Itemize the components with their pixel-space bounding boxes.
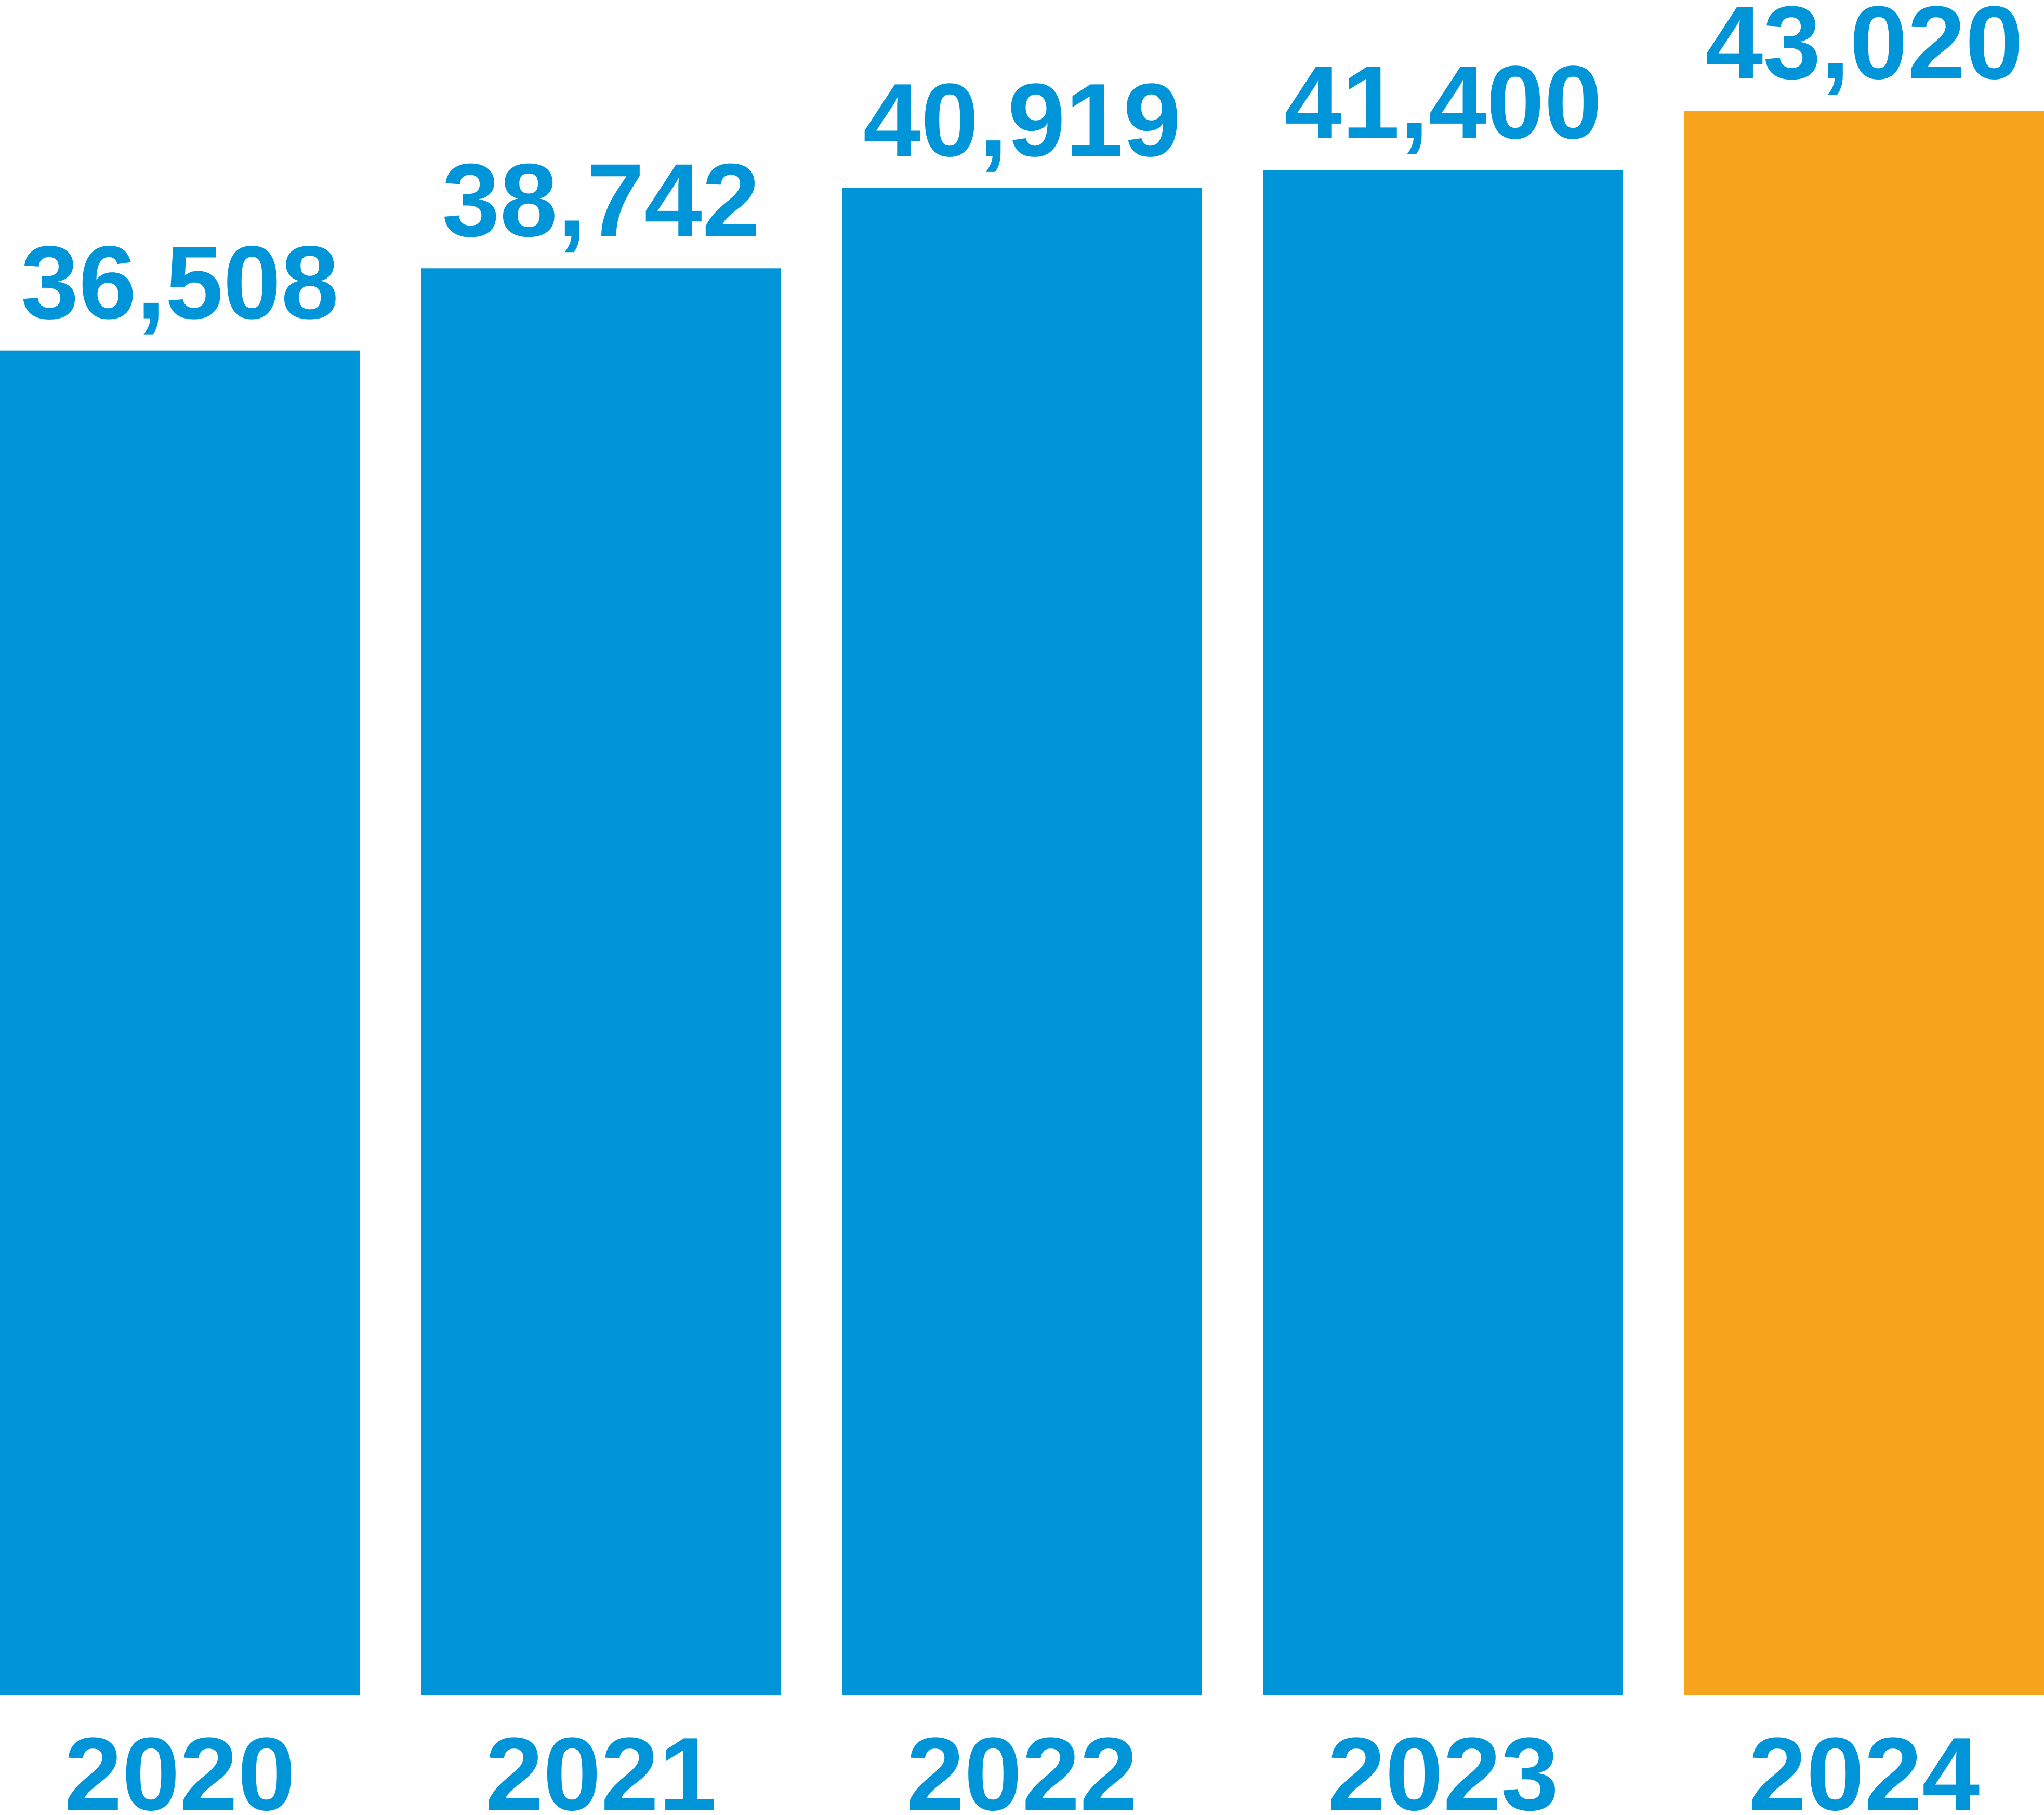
value-label: 36,508: [21, 225, 339, 341]
value-label: 41,400: [1284, 45, 1602, 161]
x-tick-label: 2022: [906, 1716, 1138, 1815]
bar: [1263, 170, 1623, 1696]
x-tick-label: 2024: [1749, 1716, 1980, 1815]
x-tick-label: 2020: [64, 1716, 296, 1815]
value-label: 40,919: [863, 62, 1181, 178]
bar: [421, 268, 781, 1696]
bar: [842, 188, 1202, 1696]
value-label: 38,742: [442, 142, 760, 258]
value-label: 43,020: [1705, 0, 2023, 101]
x-tick-label: 2023: [1327, 1716, 1559, 1815]
bar: [1684, 111, 2044, 1695]
bar: [0, 350, 360, 1696]
x-tick-label: 2021: [485, 1716, 717, 1815]
